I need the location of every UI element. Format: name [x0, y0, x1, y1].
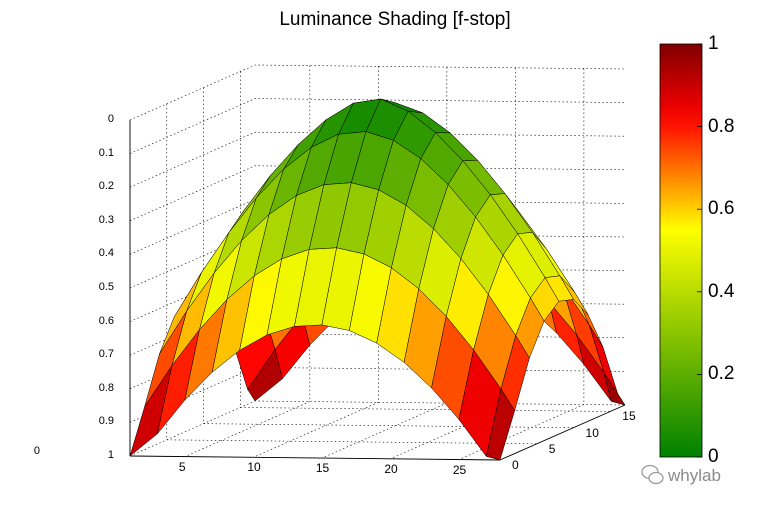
colorbar [659, 43, 703, 458]
y-tick-label: 0 [512, 458, 519, 472]
z-tick-label: 0.7 [98, 348, 114, 361]
y-tick-label: 10 [585, 425, 599, 440]
chart-title: Luminance Shading [f-stop] [279, 9, 511, 30]
z-tick-label: 0.2 [98, 180, 114, 193]
x-tick-label: 15 [315, 461, 330, 476]
z-tick-label: 0.9 [98, 415, 114, 428]
colorbar-tick-label: 0.8 [708, 115, 735, 137]
z-tick-label: 0.1 [98, 146, 114, 159]
z-tick-label: 0.6 [98, 314, 114, 327]
grid-line [203, 87, 574, 428]
z-tick-label: 0.5 [98, 281, 114, 293]
colorbar-tick-label: 0.6 [708, 198, 735, 220]
wechat-icon [641, 464, 664, 485]
grid-line [166, 103, 537, 445]
y-axis-line [499, 404, 626, 461]
watermark-text: whylab [668, 466, 721, 485]
grid-line [129, 165, 626, 222]
corner-tick-label: 0 [33, 445, 40, 457]
z-tick-label: 0.3 [98, 213, 114, 226]
surface-patch [486, 388, 515, 461]
x-axis-line [129, 455, 501, 461]
grid-line [129, 64, 626, 121]
grid-line [239, 71, 611, 412]
grid-line [129, 98, 626, 154]
colorbar-tick-label: 0 [708, 446, 719, 467]
x-tick-label: 10 [247, 460, 261, 475]
y-tick-label: 15 [622, 409, 636, 424]
z-tick-label: 1 [107, 449, 114, 461]
z-tick-label: 0.8 [98, 381, 114, 394]
x-tick-label: 5 [178, 459, 186, 474]
colorbar-tick-label: 0.4 [708, 280, 735, 302]
y-tick-label: 5 [548, 441, 556, 456]
x-tick-label: 25 [452, 462, 467, 477]
colorbar-tick-label: 1 [708, 33, 719, 54]
grid-line [129, 131, 626, 188]
colorbar-tick-label: 0.2 [708, 363, 735, 385]
z-tick-label: 0 [107, 113, 114, 125]
x-tick-label: 20 [384, 461, 398, 476]
grid-line [458, 68, 585, 460]
z-tick-label: 0.4 [98, 247, 114, 260]
